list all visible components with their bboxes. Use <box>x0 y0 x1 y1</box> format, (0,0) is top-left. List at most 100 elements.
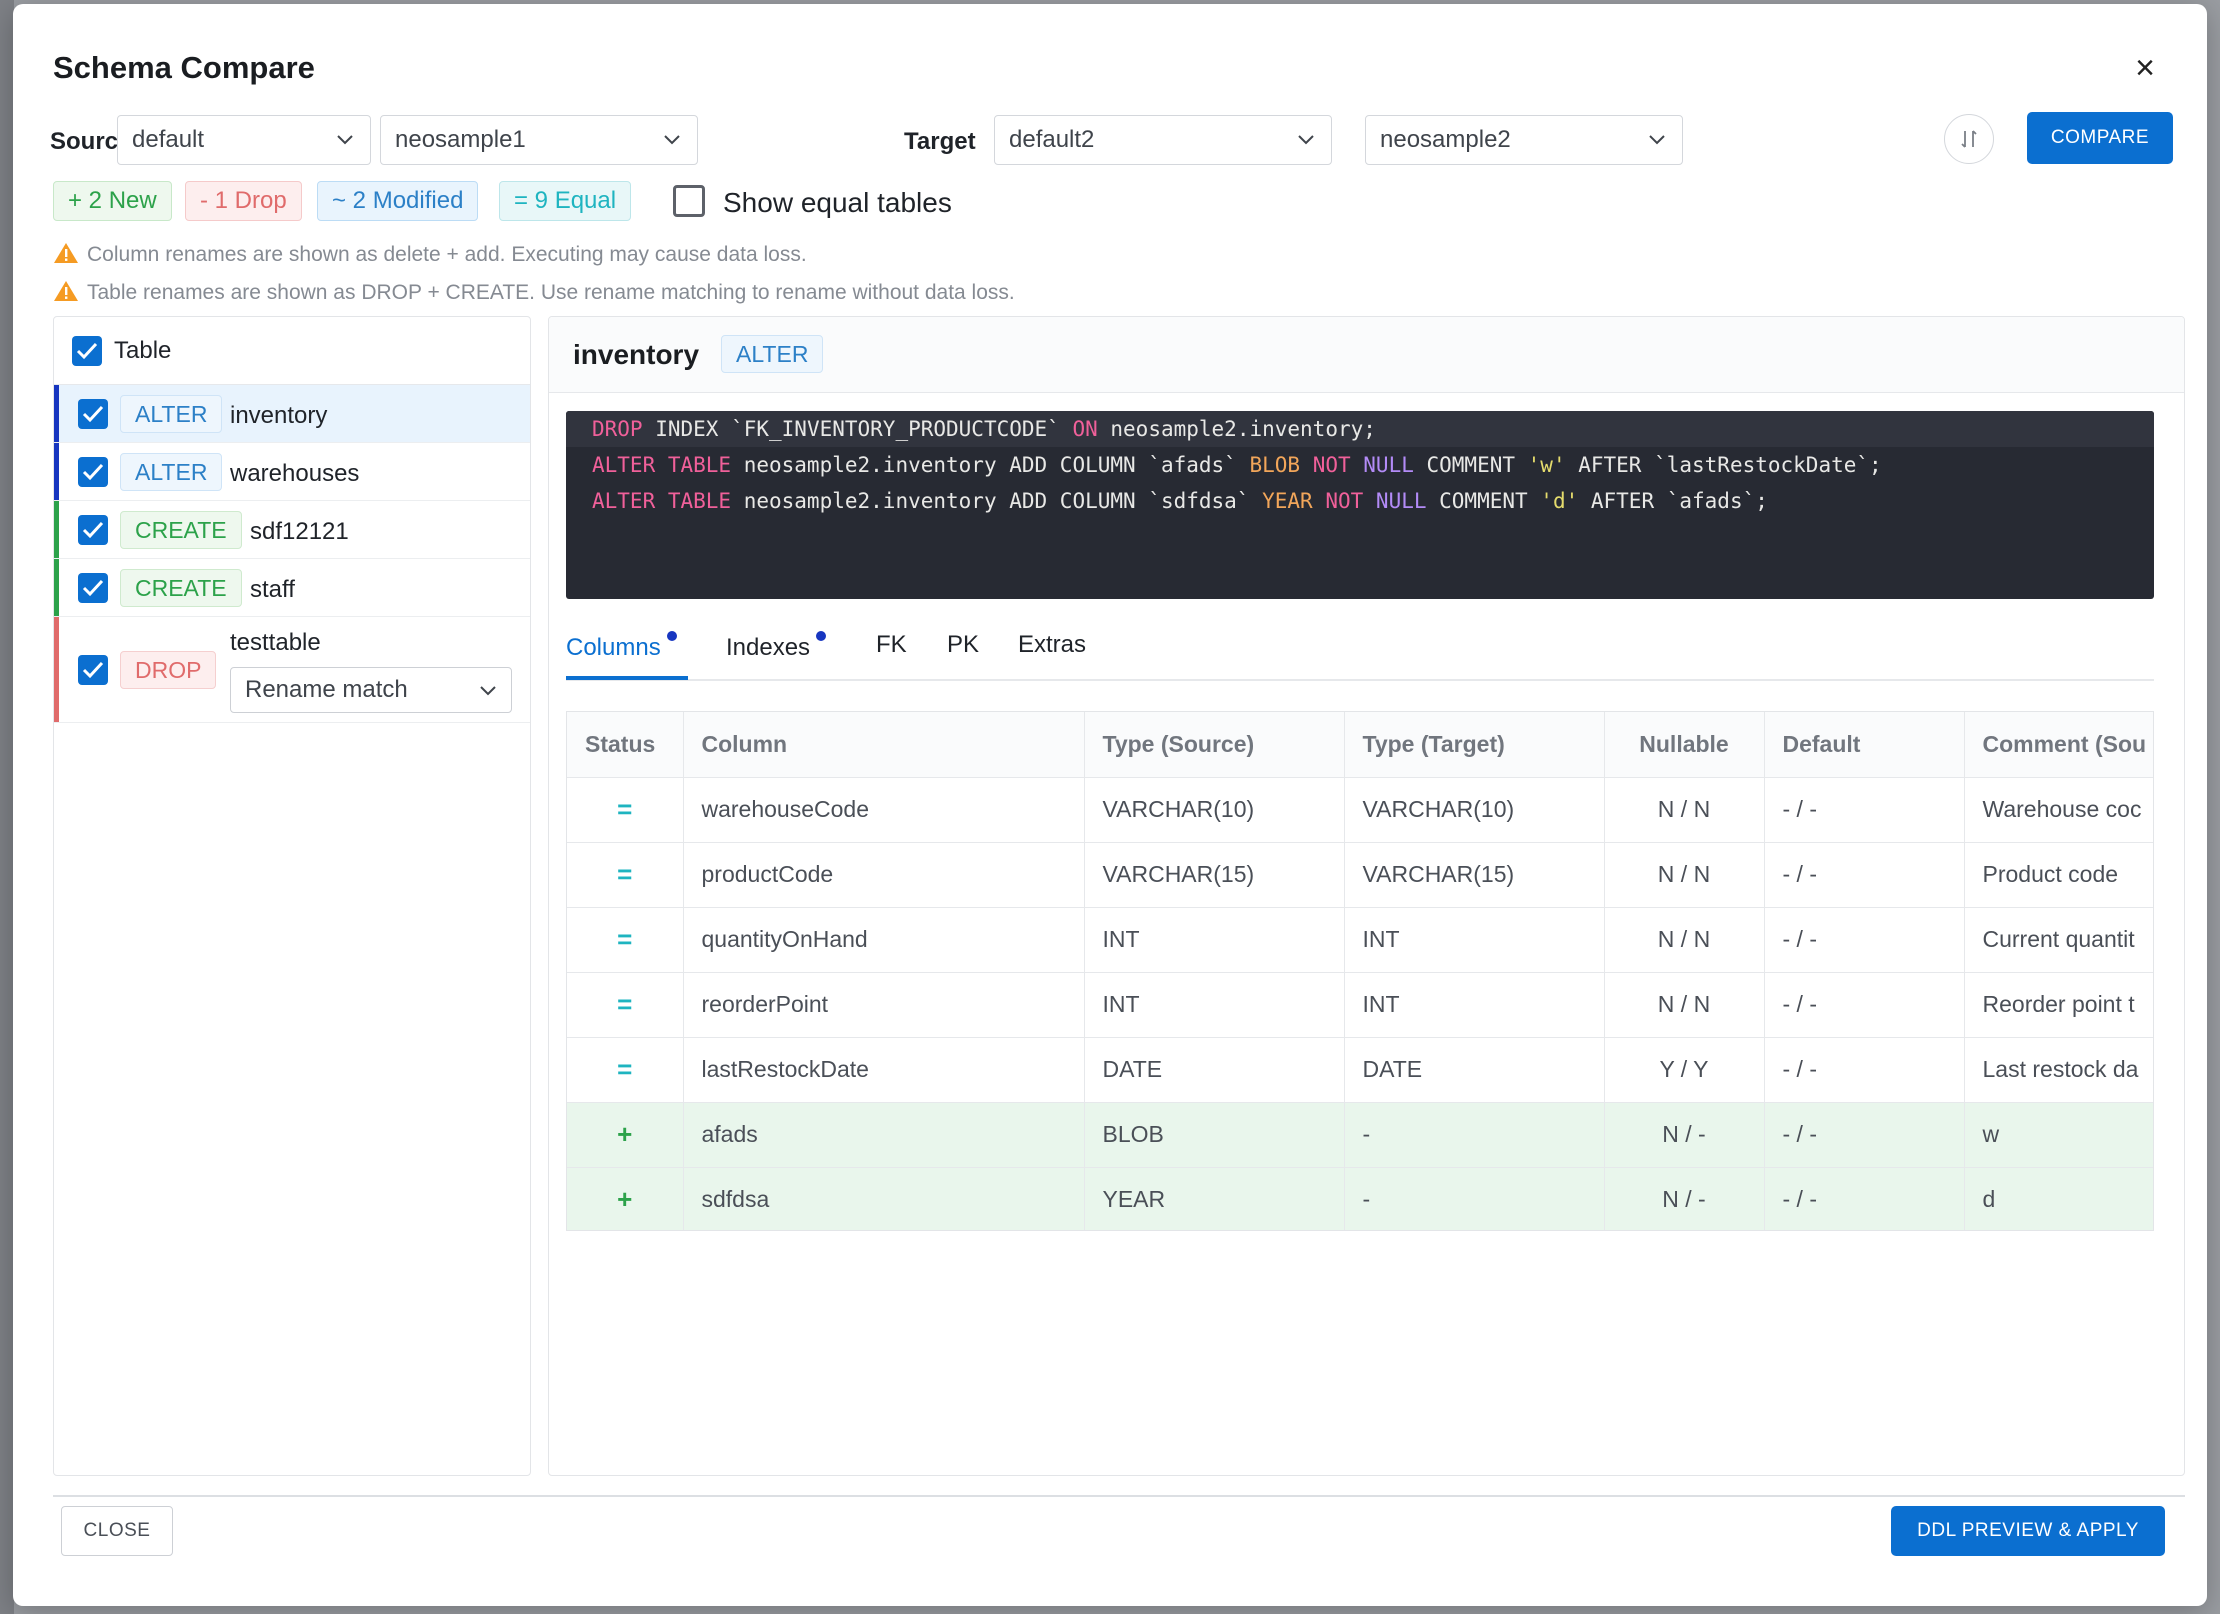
col-header-comment[interactable]: Comment (Sou <box>1964 712 2153 778</box>
col-header-type-target[interactable]: Type (Target) <box>1344 712 1605 778</box>
ddl-line: ALTER TABLE neosample2.inventory ADD COL… <box>592 489 1768 513</box>
cell-type-target: DATE <box>1344 1037 1605 1103</box>
col-header-column[interactable]: Column <box>683 712 1085 778</box>
table-row-staff[interactable]: CREATE staff <box>54 559 530 617</box>
table-row-sdf12121[interactable]: CREATE sdf12121 <box>54 501 530 559</box>
source-connection-select[interactable]: default <box>117 115 371 165</box>
rename-match-select[interactable]: Rename match <box>230 667 512 713</box>
swap-button[interactable] <box>1944 114 1994 164</box>
table-row[interactable]: = warehouseCode VARCHAR(10) VARCHAR(10) … <box>567 777 2153 843</box>
chevron-down-icon <box>480 686 496 696</box>
new-count-badge: + 2 New <box>53 181 172 221</box>
target-connection-select[interactable]: default2 <box>994 115 1332 165</box>
cell-column: quantityOnHand <box>683 907 1085 973</box>
select-all-checkbox[interactable] <box>72 336 102 366</box>
cell-default: - / - <box>1764 842 1965 908</box>
rename-match-placeholder: Rename match <box>245 676 408 703</box>
close-icon[interactable]: × <box>2135 49 2155 87</box>
cell-nullable: N / - <box>1604 1167 1765 1230</box>
status-added-icon: + <box>567 1167 684 1230</box>
cell-type-target: VARCHAR(10) <box>1344 777 1605 843</box>
cell-comment: Last restock da <box>1964 1037 2153 1103</box>
col-header-nullable[interactable]: Nullable <box>1604 712 1765 778</box>
columns-grid: Status Column Type (Source) Type (Target… <box>566 711 2154 1231</box>
table-row[interactable]: = lastRestockDate DATE DATE Y / Y - / - … <box>567 1037 2153 1103</box>
compare-button[interactable]: COMPARE <box>2027 112 2173 164</box>
active-tab-indicator <box>566 676 688 680</box>
source-database-value: neosample1 <box>395 126 526 153</box>
cell-default: - / - <box>1764 777 1965 843</box>
row-checkbox[interactable] <box>78 399 108 429</box>
cell-comment: Reorder point t <box>1964 972 2153 1038</box>
cell-column: reorderPoint <box>683 972 1085 1038</box>
table-name: inventory <box>230 402 328 429</box>
cell-default: - / - <box>1764 1167 1965 1230</box>
cell-nullable: N / N <box>1604 972 1765 1038</box>
col-header-default[interactable]: Default <box>1764 712 1965 778</box>
cell-column: productCode <box>683 842 1085 908</box>
close-button[interactable]: CLOSE <box>61 1506 173 1556</box>
warning-message: Table renames are shown as DROP + CREATE… <box>53 280 1015 305</box>
show-equal-label: Show equal tables <box>723 187 952 218</box>
grid-header-row: Status Column Type (Source) Type (Target… <box>567 712 2153 778</box>
table-name: warehouses <box>230 460 360 487</box>
op-tag: ALTER <box>120 453 223 491</box>
table-detail-panel: inventory ALTER DROP INDEX `FK_INVENTORY… <box>548 316 2185 1476</box>
tab-pk[interactable]: PK <box>947 631 980 658</box>
swap-vertical-icon <box>1961 130 1977 148</box>
table-name: testtable <box>230 629 321 656</box>
tab-extras[interactable]: Extras <box>1018 631 1087 658</box>
row-checkbox[interactable] <box>78 515 108 545</box>
warning-message: Column renames are shown as delete + add… <box>53 242 807 267</box>
status-added-icon: + <box>567 1102 684 1168</box>
footer-divider <box>53 1495 2185 1497</box>
ddl-preview-apply-button[interactable]: DDL PREVIEW & APPLY <box>1891 1506 2165 1556</box>
table-row[interactable]: = quantityOnHand INT INT N / N - / - Cur… <box>567 907 2153 973</box>
cell-column: sdfdsa <box>683 1167 1085 1230</box>
op-tag: DROP <box>120 651 217 689</box>
target-database-value: neosample2 <box>1380 126 1511 153</box>
target-database-select[interactable]: neosample2 <box>1365 115 1683 165</box>
row-checkbox[interactable] <box>78 655 108 685</box>
target-label: Target <box>904 128 976 155</box>
table-name: sdf12121 <box>250 518 349 545</box>
table-row-inventory[interactable]: ALTER inventory <box>54 385 530 443</box>
cell-type-source: VARCHAR(10) <box>1084 777 1345 843</box>
status-equal-icon: = <box>567 972 684 1038</box>
col-header-type-source[interactable]: Type (Source) <box>1084 712 1345 778</box>
cell-column: warehouseCode <box>683 777 1085 843</box>
cell-type-target: - <box>1344 1167 1605 1230</box>
col-header-status[interactable]: Status <box>567 712 684 778</box>
table-row-testtable[interactable]: DROP testtable Rename match <box>54 617 530 723</box>
cell-type-target: VARCHAR(15) <box>1344 842 1605 908</box>
changes-dot-icon <box>816 631 827 641</box>
cell-nullable: Y / Y <box>1604 1037 1765 1103</box>
cell-type-target: INT <box>1344 972 1605 1038</box>
table-row[interactable]: + afads BLOB - N / - - / - w <box>567 1102 2153 1168</box>
op-tag: CREATE <box>120 569 242 607</box>
cell-comment: Product code <box>1964 842 2153 908</box>
status-equal-icon: = <box>567 907 684 973</box>
show-equal-checkbox[interactable] <box>673 185 705 217</box>
cell-nullable: N / N <box>1604 777 1765 843</box>
cell-comment: d <box>1964 1167 2153 1230</box>
chevron-down-icon <box>337 135 353 145</box>
status-equal-icon: = <box>567 842 684 908</box>
tab-indexes[interactable]: Indexes <box>726 631 827 662</box>
source-database-select[interactable]: neosample1 <box>380 115 698 165</box>
table-row[interactable]: + sdfdsa YEAR - N / - - / - d <box>567 1167 2153 1230</box>
tab-fk[interactable]: FK <box>876 631 907 658</box>
cell-default: - / - <box>1764 907 1965 973</box>
ddl-line: DROP INDEX `FK_INVENTORY_PRODUCTCODE` ON… <box>566 411 2154 447</box>
cell-comment: Warehouse coc <box>1964 777 2153 843</box>
tab-columns[interactable]: Columns <box>566 631 677 662</box>
detail-tabs: Columns Indexes FK PK Extras <box>566 617 2154 681</box>
cell-column: lastRestockDate <box>683 1037 1085 1103</box>
table-row[interactable]: = reorderPoint INT INT N / N - / - Reord… <box>567 972 2153 1038</box>
cell-type-target: - <box>1344 1102 1605 1168</box>
cell-type-source: DATE <box>1084 1037 1345 1103</box>
table-row-warehouses[interactable]: ALTER warehouses <box>54 443 530 501</box>
row-checkbox[interactable] <box>78 457 108 487</box>
row-checkbox[interactable] <box>78 573 108 603</box>
table-row[interactable]: = productCode VARCHAR(15) VARCHAR(15) N … <box>567 842 2153 908</box>
